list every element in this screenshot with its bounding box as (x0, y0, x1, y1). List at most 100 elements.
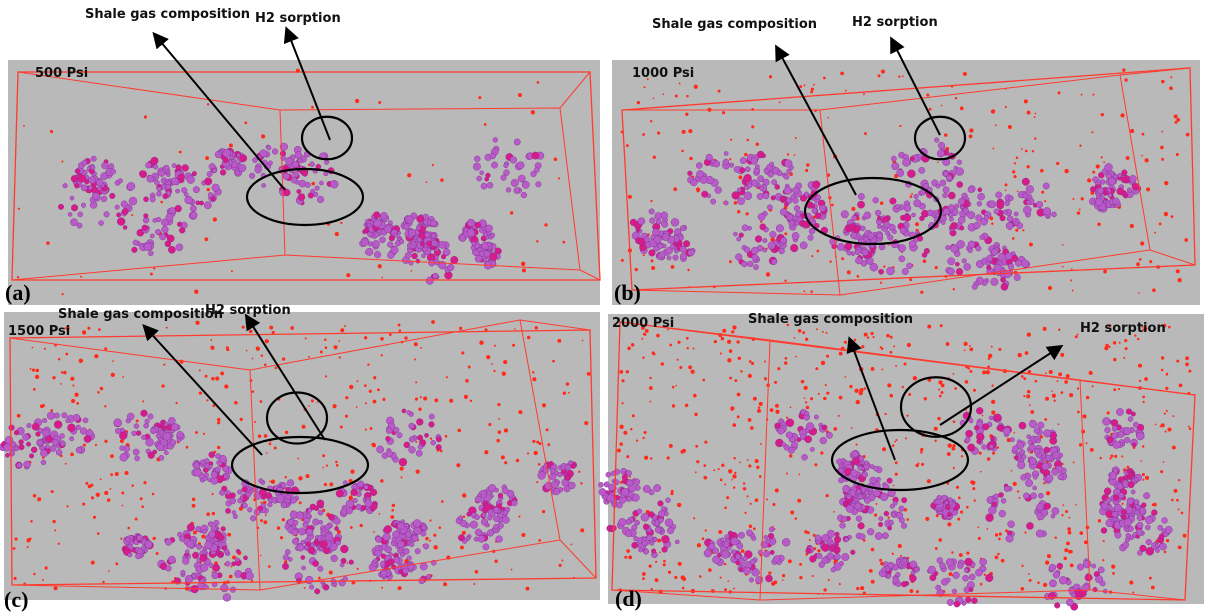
shale-atom (815, 213, 821, 219)
shale-atom (297, 189, 302, 194)
gas-molecule (206, 512, 210, 516)
shale-atom (190, 212, 197, 219)
shale-atom (458, 516, 463, 521)
shale-atom (74, 183, 79, 188)
gas-molecule (186, 446, 189, 449)
shale-atom (5, 453, 9, 457)
gas-molecule (679, 83, 681, 85)
gas-molecule (163, 364, 165, 366)
gas-molecule (17, 276, 19, 278)
shale-atom (1161, 517, 1167, 523)
shale-atom (422, 247, 427, 252)
gas-molecule (246, 350, 248, 352)
shale-atom (1003, 427, 1010, 434)
shale-atom (786, 419, 794, 427)
shale-atom (374, 232, 379, 237)
shale-atom (638, 548, 642, 552)
gas-molecule (697, 189, 700, 192)
gas-molecule (1056, 162, 1059, 165)
gas-molecule (207, 103, 209, 105)
shale-atom (947, 599, 953, 605)
shale-atom (373, 212, 380, 219)
gas-molecule (72, 384, 74, 386)
shale-atom (398, 569, 402, 573)
shale-atom (114, 419, 122, 427)
shale-atom (646, 535, 652, 541)
shale-atom (1097, 187, 1103, 193)
gas-molecule (756, 142, 759, 145)
shale-atom (1129, 175, 1136, 182)
shale-atom (1026, 185, 1034, 193)
gas-molecule (240, 418, 243, 421)
gas-molecule (810, 290, 813, 293)
gas-molecule (536, 240, 538, 242)
shale-atom (522, 181, 529, 188)
shale-atom (988, 506, 996, 514)
gas-molecule (23, 125, 25, 127)
gas-molecule (739, 175, 743, 179)
shale-atom (392, 531, 399, 538)
gas-molecule (1178, 545, 1182, 549)
gas-molecule (724, 563, 726, 565)
gas-molecule (726, 496, 729, 499)
gas-molecule (1101, 113, 1104, 116)
gas-molecule (26, 538, 30, 542)
shale-atom (214, 520, 219, 525)
shale-atom (534, 167, 539, 172)
shale-atom (318, 566, 324, 572)
gas-molecule (941, 391, 944, 394)
gas-molecule (728, 469, 732, 473)
shale-atom (176, 165, 181, 170)
shale-atom (846, 494, 851, 499)
shale-atom (265, 492, 271, 498)
gas-molecule (511, 569, 513, 571)
shale-atom (724, 151, 728, 155)
gas-molecule (194, 290, 198, 294)
shale-atom (737, 543, 743, 549)
gas-molecule (845, 376, 847, 378)
gas-molecule (1113, 341, 1116, 344)
shale-atom (52, 439, 58, 445)
shale-atom (220, 169, 226, 175)
gas-molecule (813, 84, 815, 86)
shale-atom (208, 531, 215, 538)
shale-atom (723, 541, 729, 547)
shale-atom (652, 229, 659, 236)
gas-molecule (252, 358, 254, 360)
gas-molecule (111, 373, 115, 377)
gas-molecule (322, 467, 324, 469)
shale-atom (141, 410, 148, 417)
gas-molecule (1175, 121, 1178, 124)
shale-atom (784, 160, 792, 168)
shale-atom (1128, 417, 1133, 422)
gas-molecule (345, 415, 348, 418)
shale-atom (867, 528, 874, 535)
shale-atom (424, 433, 428, 437)
gas-molecule (1126, 156, 1130, 160)
gas-molecule (755, 459, 759, 463)
shale-atom (1019, 422, 1026, 429)
gas-molecule (14, 577, 17, 580)
gas-molecule (732, 474, 736, 478)
shale-atom (397, 433, 402, 438)
gas-molecule (657, 539, 661, 543)
gas-molecule (786, 417, 788, 419)
shale-atom (230, 155, 234, 159)
gas-molecule (941, 384, 945, 388)
gas-molecule (514, 328, 516, 330)
gas-molecule (401, 476, 403, 478)
gas-molecule (659, 551, 661, 553)
shale-atom (837, 459, 843, 465)
gas-molecule (1160, 426, 1162, 428)
shale-atom (724, 201, 728, 205)
gas-molecule (902, 75, 904, 77)
shale-atom (659, 252, 665, 258)
gas-molecule (988, 357, 990, 359)
gas-molecule (220, 372, 224, 376)
gas-molecule (738, 357, 741, 360)
gas-molecule (805, 401, 807, 403)
shale-atom (755, 576, 762, 583)
shale-atom (999, 510, 1006, 517)
gas-molecule (874, 514, 877, 517)
gas-molecule (71, 399, 75, 403)
